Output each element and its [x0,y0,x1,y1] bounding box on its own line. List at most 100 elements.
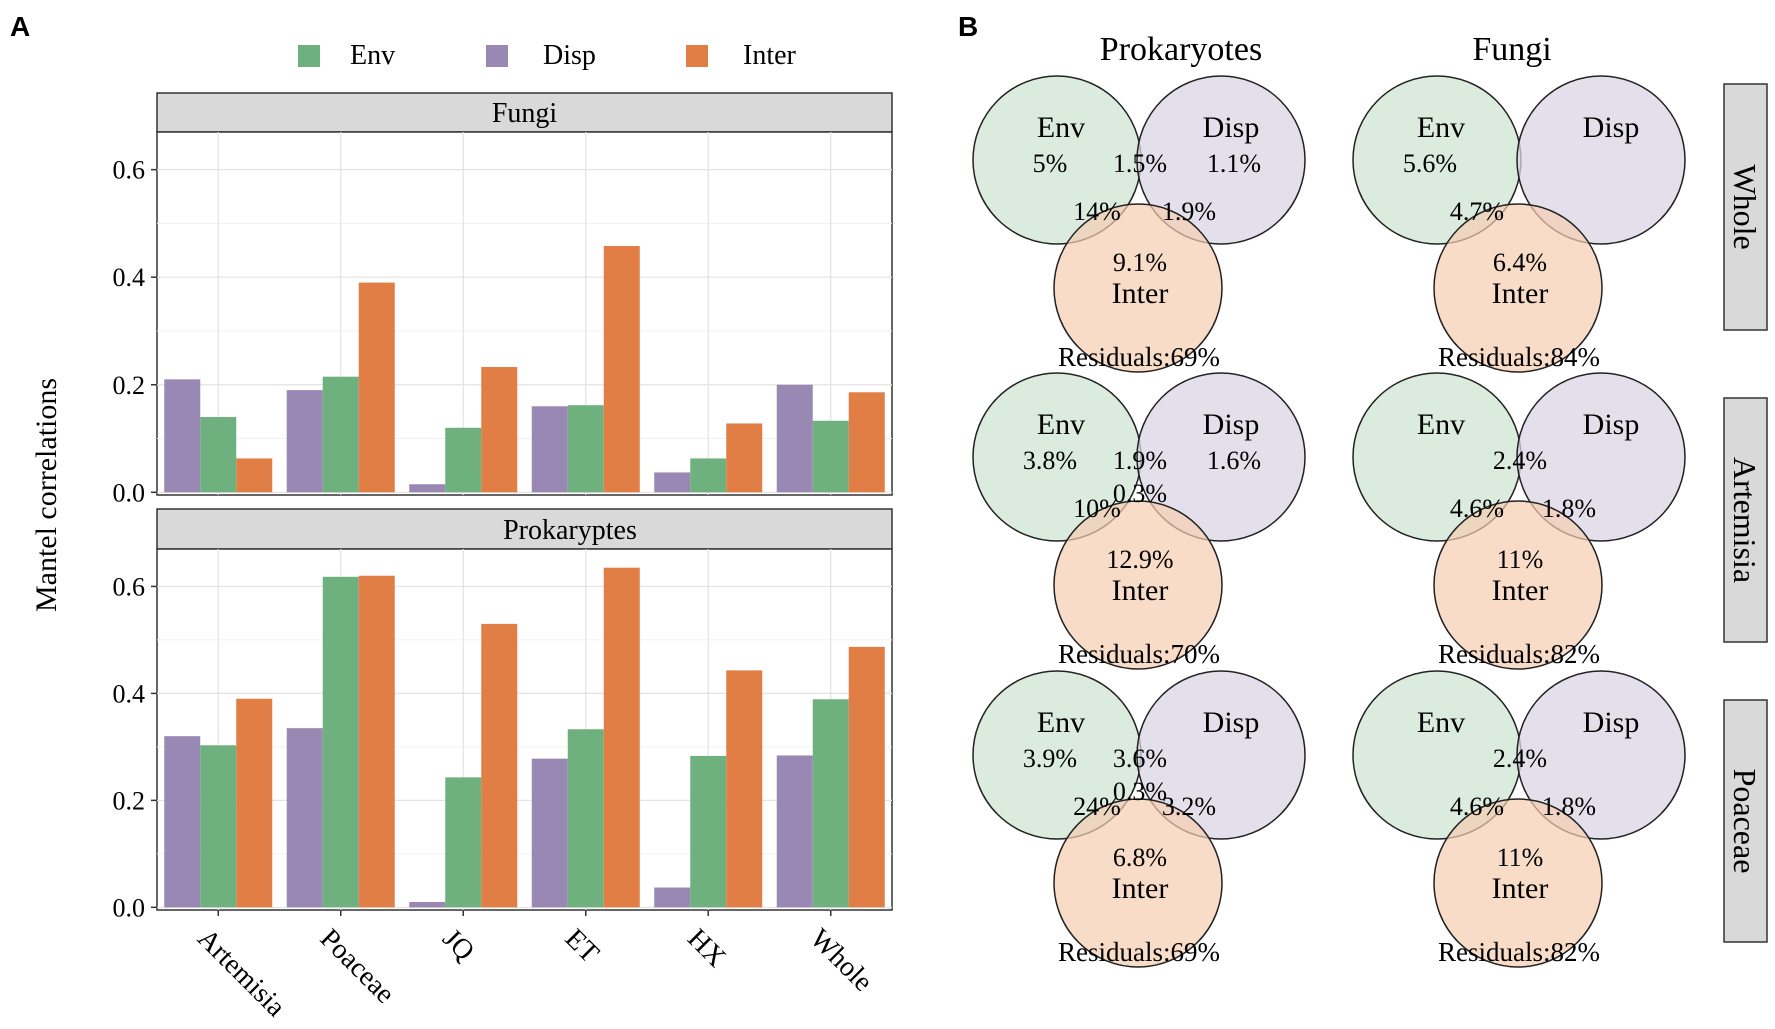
facet-fungi: Fungi 0.0 0.2 0.4 0.6 [113,92,893,507]
venn-row-title-whole: Whole [1727,164,1763,249]
facet-strip-prokaryptes [156,508,893,550]
y-tick-label: 0.2 [113,371,146,400]
venn-value-env-disp: 2.4% [1493,744,1547,773]
venn-label-disp: Disp [1203,408,1260,441]
bars-fungi [164,246,885,493]
venn-label-env: Env [1037,706,1085,739]
legend-swatch-inter [686,45,708,67]
bar-prokaryptes-jq-disp [409,901,446,908]
venn-label-env: Env [1417,111,1465,144]
venn-value-env: 3.8% [1023,446,1077,475]
bar-prokaryptes-artemisia-env [200,745,237,908]
bar-fungi-artemisia-env [200,417,237,493]
venn-residuals: Residuals:84% [1438,342,1600,372]
bar-prokaryptes-et-inter [603,567,640,908]
venn-value-inter: 11% [1497,545,1544,574]
venn-label-inter: Inter [1112,872,1169,905]
bar-prokaryptes-hx-disp [654,887,691,908]
venn-value-disp-inter: 3.2% [1162,792,1216,821]
bar-prokaryptes-jq-inter [481,623,518,908]
venn-label-inter: Inter [1112,277,1169,310]
venn-label-env: Env [1037,408,1085,441]
facet-title-fungi: Fungi [492,98,558,129]
venn-value-env-inter: 4.6% [1450,494,1504,523]
bar-prokaryptes-artemisia-inter [236,698,273,908]
venn-value-env-disp: 2.4% [1493,446,1547,475]
legend-label-inter: Inter [743,40,797,71]
y-tick-label: 0.4 [113,679,146,708]
facet-strip-fungi [156,92,893,133]
bar-prokaryptes-et-disp [531,758,568,908]
venn-poaceae-prokaryotes: Env Disp 3.9% 3.6% 0.3%24% 3.2% 6.8%Inter Resid… [972,670,1306,968]
x-tick-label-jq: JQ [436,923,480,967]
bar-fungi-et-disp [531,406,568,493]
venn-label-disp: Disp [1583,111,1640,144]
venn-column-title-prokaryotes: Prokaryotes [1100,31,1262,68]
venn-whole-prokaryotes: Env Disp 5% 1.1% 1.5% 14% 1.9% 9.1%Inter Residua… [972,75,1306,373]
bar-fungi-artemisia-inter [236,458,273,493]
venn-label-env: Env [1417,408,1465,441]
venn-value-env-inter: 4.6% [1450,792,1504,821]
panel-a-label: A [10,11,30,42]
venn-residuals: Residuals:69% [1058,937,1220,967]
bar-fungi-hx-disp [654,472,691,493]
venn-circle-disp [1516,670,1686,840]
venn-value-disp: 1.6% [1207,446,1261,475]
bar-prokaryptes-whole-env [812,699,849,908]
venn-circle-disp [1136,670,1306,840]
venn-value-env: 5% [1033,149,1068,178]
bar-fungi-hx-inter [726,423,763,493]
venn-value-disp-inter: 1.8% [1542,494,1596,523]
x-tick-label-poaceae: Poaceae [314,923,401,1010]
bars-prokaryptes [164,567,885,908]
bar-fungi-whole-env [812,420,849,493]
venn-value-disp: 1.1% [1207,149,1261,178]
venn-residuals: Residuals:69% [1058,342,1220,372]
venn-value-inter: 6.8% [1113,843,1167,872]
venn-value-center: 0.3% [1113,777,1167,806]
venn-circle-inter [1053,798,1223,968]
venn-label-env: Env [1037,111,1085,144]
y-tick-label: 0.0 [113,893,146,922]
venn-circle-disp [1516,372,1686,542]
venn-value-env: 5.6% [1403,149,1457,178]
bar-prokaryptes-et-env [567,729,604,908]
legend: Env Disp Inter [298,40,797,71]
bar-fungi-artemisia-disp [164,379,201,493]
venn-row-strip-poaceae: Poaceae [1723,699,1768,943]
venn-row-title-artemisia: Artemisia [1727,457,1763,583]
bar-prokaryptes-jq-env [445,777,482,908]
y-tick-label: 0.0 [113,478,146,507]
venn-residuals: Residuals:82% [1438,639,1600,669]
x-tick-label-artemisia: Artemisia [191,923,291,1023]
venn-label-disp: Disp [1203,706,1260,739]
bar-prokaryptes-artemisia-disp [164,736,201,908]
venn-value-env-inter: 4.7% [1450,197,1504,226]
legend-swatch-disp [486,45,508,67]
bar-prokaryptes-poaceae-disp [286,728,323,908]
venn-artemisia-fungi: Env Disp 2.4% 4.6% 1.8% 11%Inter Residuals:82% [1352,372,1686,670]
venn-circle-inter [1053,500,1223,670]
y-tick-label: 0.6 [113,156,146,185]
bar-fungi-whole-inter [848,392,885,493]
x-tick-label-hx: HX [681,923,732,974]
bar-fungi-et-inter [603,246,640,493]
venn-value-env-disp: 1.9% [1113,446,1167,475]
y-axis-title: Mantel correlations [30,378,63,612]
venn-value-disp-inter: 1.9% [1162,197,1216,226]
venn-artemisia-prokaryotes: Env Disp 3.8% 1.6% 1.9% 0.3%10% 12.9%Inter Resi… [972,372,1306,670]
bar-prokaryptes-hx-env [690,755,727,908]
y-ticks-prokaryptes: 0.0 0.2 0.4 0.6 [113,572,157,922]
bar-prokaryptes-poaceae-env [322,576,359,908]
venn-value-center: 0.3% [1113,479,1167,508]
venn-circle-inter [1433,500,1603,670]
legend-swatch-env [298,45,320,67]
bar-prokaryptes-poaceae-inter [358,575,395,908]
venn-value-env-disp: 3.6% [1113,744,1167,773]
venn-label-disp: Disp [1583,706,1640,739]
x-ticks-prokaryptes: Artemisia Poaceae JQ ET HX Whole [191,910,878,1023]
venn-label-disp: Disp [1203,111,1260,144]
venn-residuals: Residuals:82% [1438,937,1600,967]
